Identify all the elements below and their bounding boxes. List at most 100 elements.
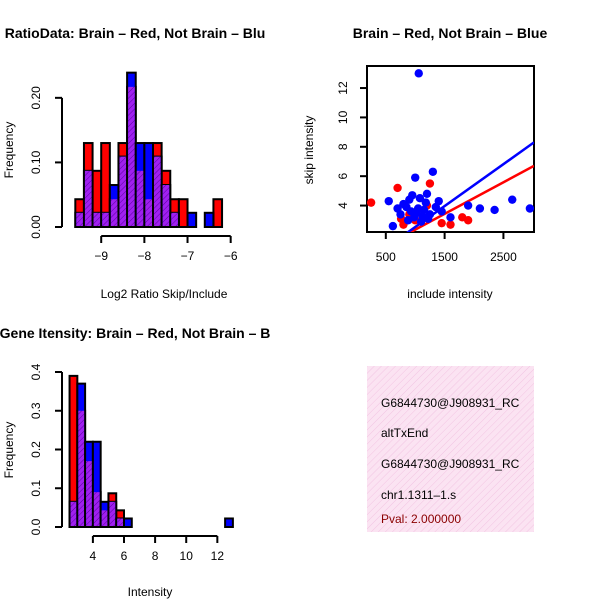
ratio-histogram-x-tick-label: −7	[181, 249, 195, 263]
intensity-histogram-blue-bar	[123, 517, 133, 528]
scatter-point-blue	[525, 204, 535, 213]
scatter-point-blue	[419, 205, 429, 215]
intensity-histogram-y-tick-label: 0.4	[29, 363, 43, 380]
scatter-title: Brain – Red, Not Brain – Blue	[353, 25, 548, 41]
intensity-histogram-blue-bar	[91, 440, 102, 528]
intensity-histogram-y-tick-label: 0.2	[29, 441, 43, 458]
ratio-histogram-overlap-bar	[145, 199, 152, 226]
intensity-histogram-y-tick-label: 0.0	[29, 518, 43, 535]
scatter-point-red	[463, 216, 473, 225]
intensity-histogram-overlap-bar	[78, 410, 85, 526]
scatter-point-blue	[421, 198, 431, 207]
ratio-histogram-overlap-bar	[93, 212, 101, 226]
info-box-clip: G6844730@J908931_RC altTxEnd G6844730@J9…	[367, 366, 534, 532]
intensity-histogram-axes: 4 6 8 10 12 0.0 0.1 0.2 0.3 0.4	[29, 363, 224, 563]
ratio-histogram-x-tick-label: −9	[94, 249, 108, 263]
ratio-histogram-red-bar	[177, 198, 189, 229]
scatter-y-tick-label: 4	[336, 202, 350, 209]
intensity-histogram-title: Gene Itensity: Brain – Red, Not Brain – …	[0, 325, 270, 341]
ratio-histogram-overlap-bar	[102, 212, 109, 226]
ratio-histogram-overlap-bar	[136, 170, 144, 226]
info-panel: G6844730@J908931_RC altTxEnd G6844730@J9…	[367, 366, 534, 532]
ratio-histogram-bars	[74, 71, 224, 229]
intensity-histogram-overlap-bar	[109, 501, 116, 526]
intensity-histogram-ylabel: Frequency	[2, 422, 16, 479]
ratio-histogram-overlap-bar	[171, 212, 178, 226]
scatter-point-blue	[463, 201, 473, 210]
scatter-plot-box	[366, 65, 535, 233]
scatter-point-red	[366, 198, 376, 207]
ratio-histogram-blue-bar	[186, 211, 198, 229]
scatter-points	[366, 69, 535, 231]
scatter-point-blue	[425, 210, 435, 219]
scatter-point-red	[425, 179, 435, 188]
scatter-point-blue	[396, 210, 405, 219]
scatter-axes: 500 1500 2500 4 6 8 10 12	[336, 81, 517, 264]
ratio-histogram-overlap-bar	[154, 156, 161, 226]
info-line-1: G6844730@J908931_RC	[381, 396, 520, 410]
scatter-point-red	[446, 220, 455, 229]
scatter-point-red	[437, 218, 446, 228]
intensity-histogram-blue-bar	[224, 517, 234, 528]
intensity-histogram-x-tick-label: 8	[152, 549, 159, 563]
scatter-point-blue	[422, 189, 432, 199]
scatter-point-blue	[411, 173, 420, 182]
intensity-histogram-x-tick-label: 10	[180, 549, 194, 563]
scatter-point-blue	[434, 196, 443, 206]
scatter-point-blue	[415, 194, 425, 203]
ratio-histogram-overlap-bar	[76, 212, 83, 226]
scatter-point-red	[393, 183, 402, 193]
intensity-histogram-y-tick-label: 0.1	[29, 480, 43, 497]
ratio-histogram-overlap-bar	[84, 170, 92, 226]
scatter-y-tick-label: 10	[336, 110, 350, 124]
ratio-histogram-title: RatioData: Brain – Red, Not Brain – Blu	[5, 25, 266, 41]
scatter-point-blue	[508, 195, 517, 204]
ratio-histogram-ylabel: Frequency	[2, 122, 16, 179]
info-pval: Pval: 2.000000	[381, 512, 461, 526]
scatter-panel: Brain – Red, Not Brain – Blue 500 1500 250…	[302, 25, 547, 301]
ratio-histogram-panel: RatioData: Brain – Red, Not Brain – Blu …	[2, 25, 265, 301]
scatter-point-blue	[414, 69, 423, 78]
ratio-histogram-xlabel: Log2 Ratio Skip/Include	[101, 287, 228, 301]
intensity-histogram-y-tick-label: 0.3	[29, 402, 43, 419]
intensity-histogram-overlap-bar	[117, 518, 123, 526]
intensity-histogram-panel: Gene Itensity: Brain – Red, Not Brain – …	[0, 325, 270, 599]
ratio-histogram-x-tick-label: −8	[138, 249, 152, 263]
scatter-xlabel: include intensity	[407, 287, 492, 301]
scatter-point-blue	[384, 196, 393, 206]
scatter-point-blue	[490, 205, 499, 215]
info-line-2: altTxEnd	[381, 426, 428, 440]
scatter-fit-line-red	[408, 164, 534, 232]
ratio-histogram-overlap-bar	[110, 199, 118, 226]
intensity-histogram-overlap-bar	[101, 510, 108, 526]
ratio-histogram-overlap-bar	[162, 185, 170, 226]
info-box-background	[367, 366, 534, 532]
ratio-histogram-y-tick-label: 0.00	[29, 215, 43, 239]
scatter-point-blue	[437, 207, 446, 216]
ratio-histogram-blue-bar	[203, 211, 215, 229]
ratio-histogram-overlap-bar	[128, 86, 135, 227]
info-line-4: chr1.1311–1.s	[381, 488, 456, 502]
intensity-histogram-overlap-bar	[86, 461, 92, 526]
scatter-y-tick-label: 12	[336, 81, 350, 95]
ratio-histogram-red-bar	[212, 198, 224, 229]
scatter-y-tick-label: 8	[336, 143, 350, 150]
ratio-histogram-overlap-bar	[119, 156, 127, 226]
ratio-histogram-x-tick-label: −6	[224, 249, 238, 263]
intensity-histogram-x-tick-label: 12	[211, 549, 225, 563]
info-line-3: G6844730@J908931_RC	[381, 457, 520, 471]
scatter-x-tick-label: 500	[376, 250, 396, 264]
scatter-point-blue	[388, 221, 398, 231]
scatter-point-blue	[408, 191, 417, 200]
scatter-x-tick-label: 1500	[431, 250, 458, 264]
scatter-y-tick-label: 6	[336, 173, 350, 180]
intensity-histogram-bars	[68, 374, 234, 529]
intensity-histogram-x-tick-label: 6	[121, 549, 128, 563]
scatter-fit-line-blue	[406, 141, 534, 232]
ratio-histogram-axes: −9 −8 −7 −6 0.00 0.10 0.20	[29, 86, 238, 263]
intensity-histogram-overlap-bar	[70, 501, 77, 526]
ratio-histogram-y-tick-label: 0.20	[29, 86, 43, 110]
scatter-point-blue	[446, 213, 455, 222]
intensity-histogram-overlap-bar	[93, 492, 100, 526]
